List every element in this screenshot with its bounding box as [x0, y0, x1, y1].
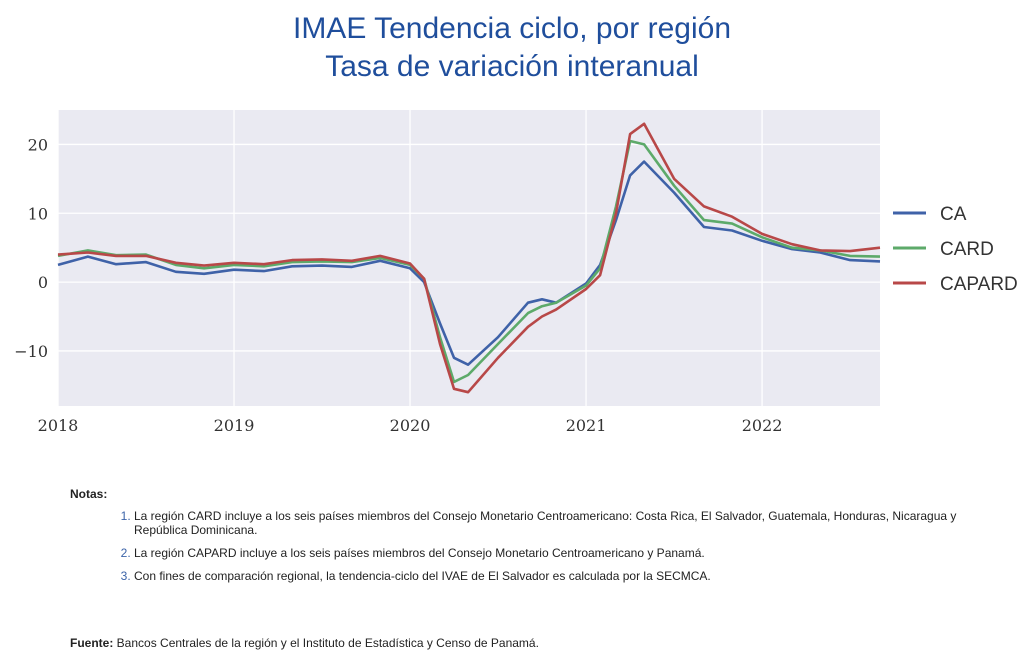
line-chart: −10 0 10 20 2018 2019 2020 2021 2022 CA CARD CAPA… [14, 110, 1018, 435]
notes-section: Notas: La región CARD incluye a los seis… [70, 487, 970, 592]
legend-label: CA [940, 204, 967, 225]
source-line: Fuente: Bancos Centrales de la región y … [70, 636, 539, 650]
note-item: La región CAPARD incluye a los seis país… [134, 546, 970, 560]
y-tick-label: 20 [28, 135, 48, 154]
title-line-1: IMAE Tendencia ciclo, por región [292, 12, 732, 45]
y-axis-ticks: −10 0 10 20 [14, 135, 48, 361]
note-item: Con fines de comparación regional, la te… [134, 569, 970, 583]
x-tick-label: 2021 [566, 416, 607, 435]
series-line-card [57, 139, 881, 384]
series-line-capard [57, 122, 881, 394]
legend-label: CAPARD [940, 274, 1018, 295]
plot-background [58, 110, 880, 406]
note-item: La región CARD incluye a los seis países… [134, 509, 970, 537]
x-tick-label: 2019 [214, 416, 255, 435]
legend: CA CARD CAPARD [893, 204, 1018, 295]
series-line-ca [57, 160, 881, 367]
series-lines [57, 122, 881, 394]
source-label: Fuente: [70, 636, 114, 650]
notes-heading: Notas: [70, 487, 108, 501]
y-tick-label: −10 [14, 342, 48, 361]
y-tick-label: 10 [28, 204, 48, 223]
x-tick-label: 2018 [38, 416, 79, 435]
grid-lines [57, 110, 880, 406]
x-axis-ticks: 2018 2019 2020 2021 2022 [38, 416, 783, 435]
source-text: Bancos Centrales de la región y el Insti… [113, 636, 539, 650]
y-tick-label: 0 [38, 273, 48, 292]
title-line-2: Tasa de variación interanual [325, 50, 699, 83]
legend-label: CARD [940, 239, 994, 260]
chart-title: IMAE Tendencia ciclo, por región Tasa de… [0, 10, 1024, 86]
notes-list: La región CARD incluye a los seis países… [70, 509, 970, 583]
x-tick-label: 2020 [390, 416, 431, 435]
x-tick-label: 2022 [742, 416, 783, 435]
